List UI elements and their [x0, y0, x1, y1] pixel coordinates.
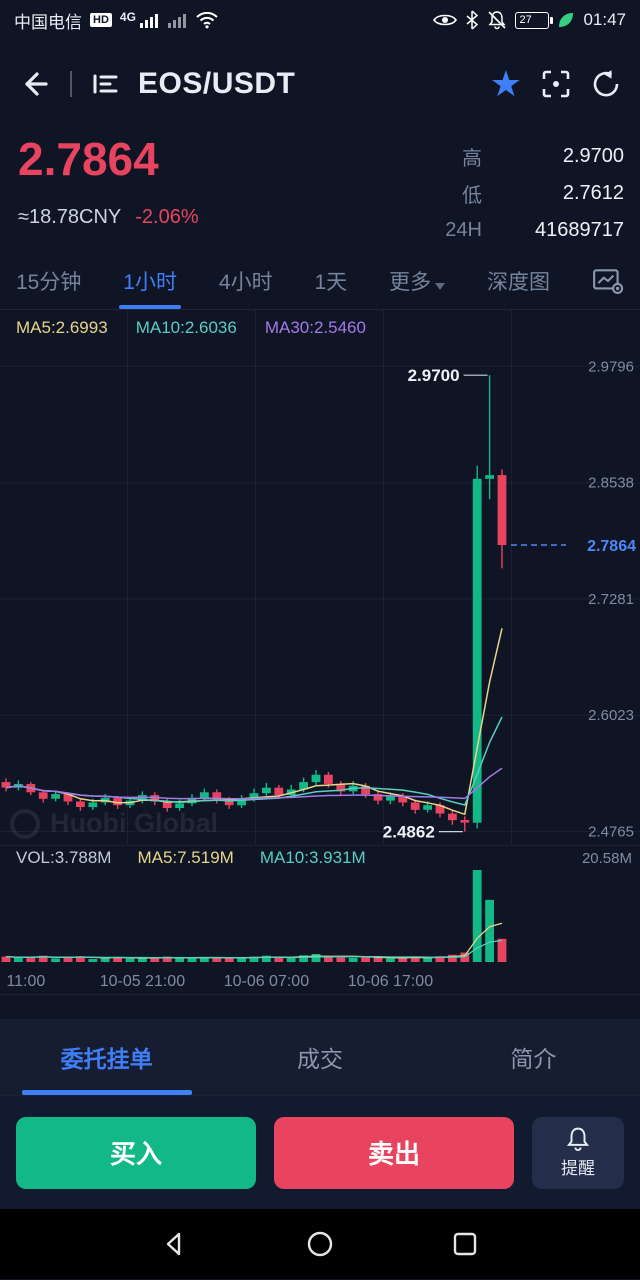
- low-row: 低 2.7612: [445, 175, 624, 212]
- svg-text:2.9700: 2.9700: [408, 366, 460, 385]
- svg-text:2.6023: 2.6023: [588, 707, 634, 724]
- bluetooth-icon: [465, 10, 479, 30]
- ma-legend: MA5:2.6993 MA10:2.6036 MA30:2.5460: [16, 318, 366, 338]
- svg-text:2.9796: 2.9796: [588, 358, 634, 375]
- ma30-label: MA30:2.5460: [264, 318, 366, 337]
- refresh-icon[interactable]: [590, 68, 622, 100]
- chart-settings-icon[interactable]: [590, 253, 626, 309]
- high-label: 高: [462, 148, 482, 170]
- pair-title: EOS/USDT: [138, 67, 296, 100]
- high-value: 2.9700: [562, 145, 624, 167]
- battery-icon: 27: [515, 11, 553, 29]
- tab-open-orders[interactable]: 委托挂单: [0, 1019, 213, 1095]
- tab-1hour[interactable]: 1小时: [121, 253, 179, 309]
- last-price: 2.7864: [18, 133, 159, 185]
- volume-label: 24H: [445, 219, 482, 241]
- svg-text:2.7864: 2.7864: [587, 538, 636, 555]
- volume-axis-max: 20.58M: [581, 849, 632, 867]
- vol-ma10-label: MA10:3.931M: [259, 848, 366, 867]
- dropdown-triangle-icon: [435, 282, 446, 290]
- vol-label: VOL:3.788M: [16, 848, 112, 867]
- svg-text:2.4765: 2.4765: [588, 824, 634, 841]
- tab-15min[interactable]: 15分钟: [16, 271, 82, 294]
- candlestick-chart[interactable]: MA5:2.6993 MA10:2.6036 MA30:2.5460 Huobi…: [0, 310, 640, 995]
- alert-bell-icon: [565, 1126, 591, 1152]
- volume-legend: VOL:3.788M MA5:7.519M MA10:3.931M 20.58M: [16, 848, 632, 868]
- nav-recents-icon[interactable]: [450, 1229, 480, 1259]
- ma10-label: MA10:2.6036: [135, 318, 237, 337]
- ma5-label: MA5:2.6993: [16, 318, 108, 337]
- android-nav-bar: [0, 1209, 640, 1279]
- network-type-label: 4G: [119, 10, 136, 24]
- low-value: 2.7612: [562, 182, 624, 204]
- signal-bars-2-icon: [167, 12, 188, 28]
- change-percent: -2.06%: [135, 206, 199, 228]
- chart-canvas[interactable]: 2.9796 2.8538 2.7281 2.6023 2.4765 11:00 10-05…: [0, 310, 640, 995]
- eye-comfort-icon: [433, 12, 458, 28]
- tab-1day[interactable]: 1天: [314, 271, 348, 294]
- fiat-row: ≈18.78CNY -2.06%: [18, 206, 199, 229]
- nav-home-icon[interactable]: [305, 1229, 335, 1259]
- hd-badge: HD: [90, 13, 112, 27]
- carrier-label: 中国电信: [14, 12, 82, 32]
- alert-label: 提醒: [561, 1159, 595, 1178]
- price-alert-button[interactable]: 提醒: [532, 1116, 624, 1189]
- exchange-watermark: Huobi Global: [10, 808, 218, 839]
- volume-value: 41689717: [535, 219, 624, 241]
- vol-ma5-label: MA5:7.519M: [137, 848, 234, 867]
- volume-row: 24H 41689717: [445, 212, 624, 249]
- sell-button[interactable]: 卖出: [274, 1116, 514, 1189]
- back-button[interactable]: [18, 67, 52, 101]
- power-saving-leaf-icon: [557, 11, 575, 29]
- buy-button[interactable]: 买入: [16, 1116, 256, 1189]
- ticker-panel: 2.7864 ≈18.78CNY -2.06% 高 2.9700 低 2.7612…: [0, 128, 640, 253]
- detail-tabs: 委托挂单 成交 简介: [0, 1019, 640, 1095]
- battery-level: 27: [519, 14, 532, 26]
- tab-trades[interactable]: 成交: [296, 1046, 343, 1072]
- tab-depth-chart[interactable]: 深度图: [487, 271, 551, 294]
- interval-tabs: 15分钟 1小时 4小时 1天 更多 深度图: [0, 253, 640, 310]
- header-divider: [70, 71, 72, 97]
- tab-4hour[interactable]: 4小时: [218, 271, 273, 294]
- signal-bars-icon: [139, 12, 160, 28]
- favorite-star-icon[interactable]: ★: [489, 63, 522, 104]
- ticker-stats: 高 2.9700 低 2.7612 24H 41689717: [445, 138, 624, 249]
- watermark-logo-icon: [10, 808, 40, 839]
- tab-info[interactable]: 简介: [510, 1046, 557, 1072]
- svg-text:2.7281: 2.7281: [588, 591, 634, 608]
- watermark-text: Huobi Global: [50, 808, 218, 838]
- trade-action-bar: 买入 卖出 提醒: [0, 1095, 640, 1209]
- scan-icon[interactable]: [540, 68, 572, 100]
- high-row: 高 2.9700: [445, 138, 624, 175]
- fiat-price: ≈18.78CNY: [18, 206, 122, 228]
- svg-text:10-06 17:00: 10-06 17:00: [348, 973, 434, 990]
- svg-text:10-05 21:00: 10-05 21:00: [100, 973, 186, 990]
- tab-more[interactable]: 更多: [387, 253, 447, 309]
- wifi-icon: [196, 11, 218, 29]
- svg-text:10-06 07:00: 10-06 07:00: [224, 973, 310, 990]
- svg-text:2.8538: 2.8538: [588, 475, 634, 492]
- mute-bell-icon: [487, 10, 507, 30]
- status-bar: 中国电信 HD 4G 27: [0, 0, 640, 40]
- header: EOS/USDT ★: [0, 40, 640, 128]
- low-label: 低: [462, 185, 482, 207]
- svg-text:11:00: 11:00: [6, 973, 45, 990]
- svg-text:2.4862: 2.4862: [383, 823, 435, 842]
- market-list-icon[interactable]: [90, 69, 120, 99]
- clock-label: 01:47: [583, 10, 626, 29]
- nav-back-icon[interactable]: [160, 1229, 190, 1259]
